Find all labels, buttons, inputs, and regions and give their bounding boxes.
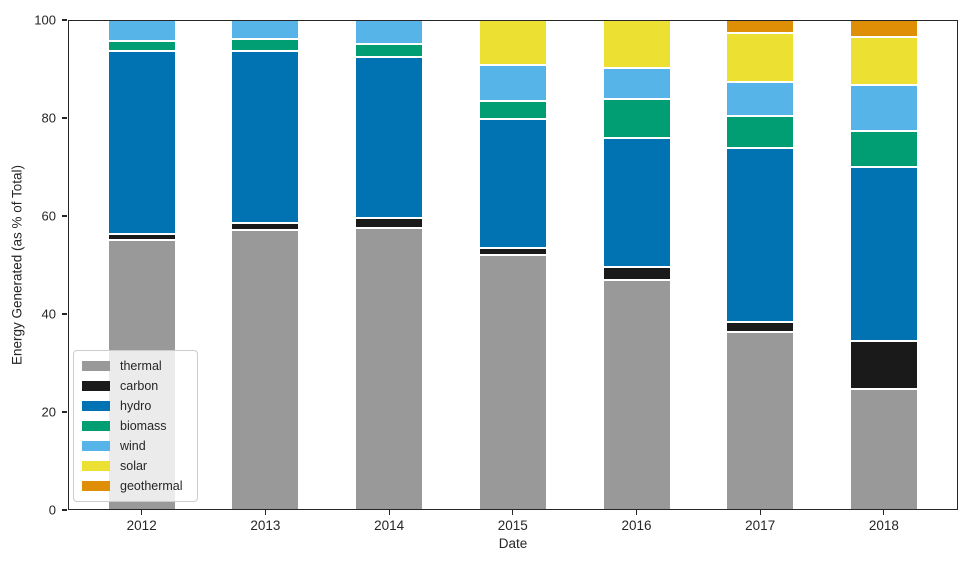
y-tick-label: 0 [48,502,56,518]
bar-segment-biomass [231,39,300,51]
bar-2014 [355,20,424,510]
bar-segment-hydro [602,138,671,267]
bar-segment-wind [107,20,176,41]
y-tick-label: 20 [41,404,56,420]
y-tick-label: 80 [41,110,56,126]
bar-segment-carbon [231,222,300,231]
legend-item-thermal: thermal [82,359,189,373]
y-tick-label: 40 [41,306,56,322]
y-tick-label: 60 [41,208,56,224]
bar-segment-hydro [478,118,547,248]
legend-label: hydro [120,399,152,413]
x-tick-label: 2012 [126,518,157,533]
bar-segment-hydro [107,50,176,234]
plot-area [68,20,958,510]
bar-segment-thermal [355,227,424,510]
x-tick [264,510,266,515]
y-tick [62,215,67,217]
x-tick-label: 2016 [621,518,652,533]
x-tick-label: 2013 [250,518,281,533]
bar-segment-thermal [602,280,671,510]
bar-segment-hydro [849,167,918,341]
legend-item-biomass: biomass [82,419,189,433]
bar-segment-carbon [726,321,795,333]
bar-segment-thermal [478,255,547,510]
legend-item-geothermal: geothermal [82,479,189,493]
bar-segment-hydro [231,50,300,223]
bar-segment-biomass [355,43,424,57]
y-tick [62,19,67,21]
bar-segment-biomass [602,99,671,139]
bar-segment-wind [355,20,424,44]
bar-segment-carbon [602,266,671,281]
legend-swatch-carbon [82,381,110,391]
bar-segment-thermal [849,389,918,510]
legend-label: carbon [120,379,159,393]
y-tick [62,313,67,315]
legend-swatch-geothermal [82,481,110,491]
legend-item-solar: solar [82,459,189,473]
bar-segment-biomass [478,100,547,119]
bar-segment-biomass [726,116,795,149]
x-axis-title: Date [498,536,528,551]
bar-segment-carbon [355,218,424,228]
bar-segment-solar [849,36,918,86]
bar-segment-carbon [478,247,547,256]
x-tick [759,510,761,515]
bar-segment-solar [478,20,547,66]
legend-swatch-thermal [82,361,110,371]
legend-label: thermal [120,359,162,373]
x-tick [512,510,514,515]
bar-segment-wind [849,85,918,131]
legend-item-wind: wind [82,439,189,453]
bar-segment-wind [231,20,300,40]
bar-segment-wind [478,65,547,101]
bar-segment-biomass [107,40,176,51]
x-tick-label: 2014 [374,518,405,533]
x-tick-label: 2018 [868,518,899,533]
bar-segment-thermal [231,230,300,510]
bar-segment-geothermal [849,20,918,37]
legend-label: geothermal [120,479,183,493]
bar-2013 [231,20,300,510]
x-tick-label: 2017 [745,518,776,533]
legend: thermal carbon hydro biomass wind solar geothe… [73,350,198,502]
bar-segment-solar [602,20,671,68]
y-tick [62,509,67,511]
legend-item-carbon: carbon [82,379,189,393]
bar-segment-biomass [849,130,918,168]
y-tick [62,117,67,119]
bar-2017 [726,20,795,510]
x-tick-label: 2015 [497,518,528,533]
y-tick-label: 100 [34,12,56,28]
legend-item-hydro: hydro [82,399,189,413]
bar-segment-hydro [726,148,795,322]
bar-segment-hydro [355,56,424,219]
y-tick [62,411,67,413]
x-tick [635,510,638,515]
bar-2016 [602,20,671,510]
bar-2015 [478,20,547,510]
legend-label: wind [120,439,146,453]
legend-swatch-solar [82,461,110,471]
legend-label: solar [120,459,148,473]
bar-segment-solar [726,33,795,82]
y-axis-title: Energy Generated (as % of Total) [9,164,25,366]
legend-swatch-hydro [82,401,110,411]
x-tick [883,510,885,515]
bar-segment-wind [726,81,795,117]
bar-segment-carbon [849,340,918,390]
legend-swatch-biomass [82,421,110,431]
bar-segment-geothermal [726,20,795,34]
x-tick [388,510,390,515]
legend-label: biomass [120,419,167,433]
x-tick [141,510,143,515]
bar-segment-carbon [107,233,176,241]
legend-swatch-wind [82,441,110,451]
bar-segment-thermal [726,332,795,510]
bar-segment-wind [602,67,671,100]
bar-2018 [849,20,918,510]
